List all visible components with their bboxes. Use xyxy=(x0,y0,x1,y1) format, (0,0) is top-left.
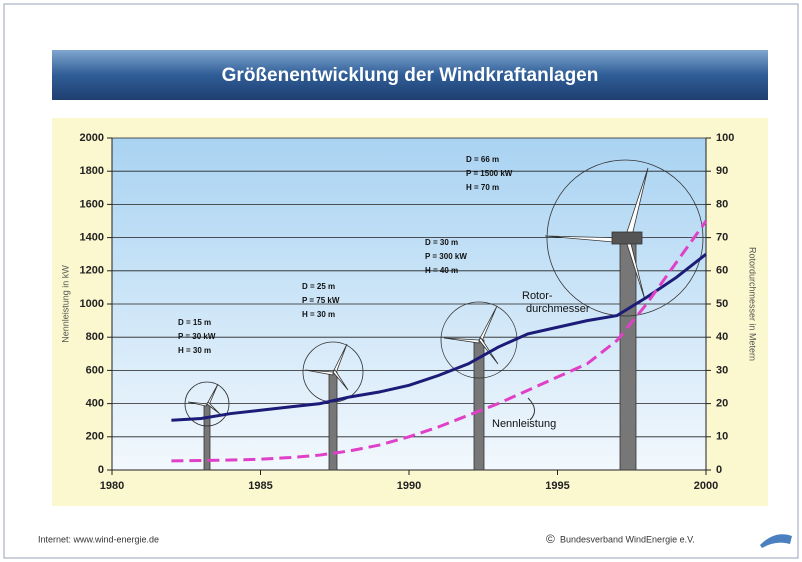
y2-tick-label: 0 xyxy=(716,464,722,476)
footer-left: Internet: www.wind-energie.de xyxy=(38,534,159,544)
y2-tick-label: 60 xyxy=(716,265,728,277)
y-tick-label: 800 xyxy=(86,331,104,343)
y-tick-label: 200 xyxy=(86,431,104,443)
y-tick-label: 1200 xyxy=(80,265,104,277)
turbine-label: P = 75 kW xyxy=(302,296,340,305)
y-tick-label: 2000 xyxy=(80,132,104,144)
y2-tick-label: 90 xyxy=(716,165,728,177)
y-tick-label: 1000 xyxy=(80,298,104,310)
series-label: Rotor- xyxy=(522,290,553,302)
y2-tick-label: 50 xyxy=(716,298,728,310)
turbine-label: D = 15 m xyxy=(178,318,211,327)
turbine-label: H = 40 m xyxy=(425,266,458,275)
y-tick-label: 1600 xyxy=(80,198,104,210)
y2-tick-label: 20 xyxy=(716,398,728,410)
y2-tick-label: 70 xyxy=(716,232,728,244)
y2-tick-label: 30 xyxy=(716,364,728,376)
turbine-label: D = 30 m xyxy=(425,238,458,247)
y2-tick-label: 40 xyxy=(716,331,728,343)
y2-axis-label: Rotordurchmesser in Metern xyxy=(748,247,758,361)
turbine-label: H = 30 m xyxy=(178,346,211,355)
y-tick-label: 600 xyxy=(86,364,104,376)
y-tick-label: 0 xyxy=(98,464,104,476)
y-tick-label: 1400 xyxy=(80,232,104,244)
copyright-symbol: © xyxy=(546,532,555,546)
y-tick-label: 1800 xyxy=(80,165,104,177)
chart-title: Größenentwicklung der Windkraftanlagen xyxy=(222,65,599,86)
footer-right: Bundesverband WindEnergie e.V. xyxy=(560,534,695,544)
label-pointer xyxy=(527,397,535,421)
y-axis-label: Nennleistung in kW xyxy=(60,265,70,343)
x-tick-label: 2000 xyxy=(694,480,718,492)
series-label: Nennleistung xyxy=(492,418,556,430)
x-tick-label: 1995 xyxy=(545,480,569,492)
series-label: durchmesser xyxy=(526,303,590,315)
logo xyxy=(760,534,792,548)
turbine-label: H = 30 m xyxy=(302,310,335,319)
series-line xyxy=(171,253,707,422)
turbine-label: D = 25 m xyxy=(302,282,335,291)
y2-tick-label: 80 xyxy=(716,198,728,210)
y-tick-label: 400 xyxy=(86,398,104,410)
turbine-label: H = 70 m xyxy=(466,183,499,192)
x-tick-label: 1980 xyxy=(100,480,124,492)
y2-tick-label: 100 xyxy=(716,132,734,144)
title-bar xyxy=(52,50,768,100)
x-tick-label: 1985 xyxy=(248,480,272,492)
x-tick-label: 1990 xyxy=(397,480,421,492)
series-line xyxy=(171,220,708,463)
turbine-label: P = 300 kW xyxy=(425,252,467,261)
plot: Rotor-durchmesser Nennleistung D = 15 m P =… xyxy=(171,155,708,463)
turbine-label: P = 30 kW xyxy=(178,332,216,341)
turbine-label: P = 1500 kW xyxy=(466,169,513,178)
grid: 0 200 400 600 800 1000 1200 1400 1600 1800 2000 0 10… xyxy=(80,132,735,492)
y2-tick-label: 10 xyxy=(716,431,728,443)
turbine-label: D = 66 m xyxy=(466,155,499,164)
